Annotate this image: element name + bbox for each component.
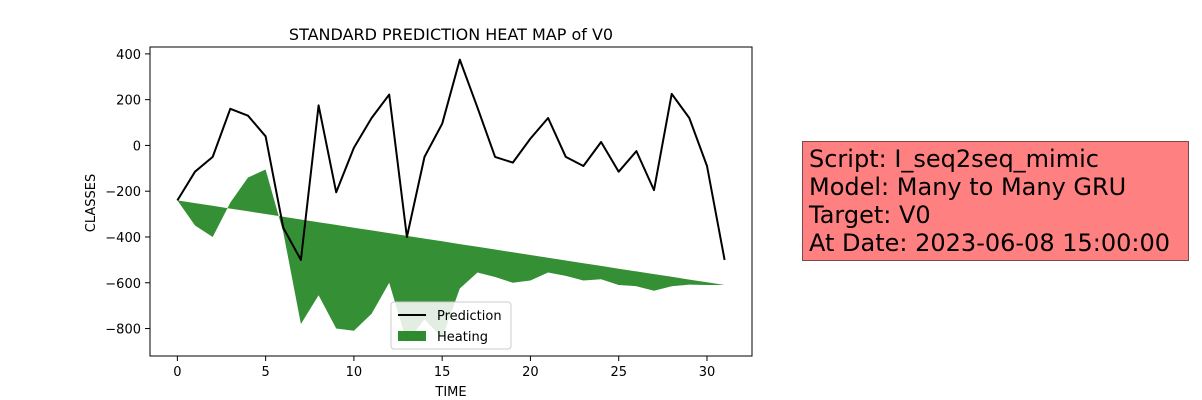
y-tick-label: −400 bbox=[105, 231, 141, 246]
x-tick-label: 30 bbox=[699, 365, 716, 380]
y-tick-label: −800 bbox=[105, 323, 141, 338]
legend-heating-label: Heating bbox=[437, 330, 488, 345]
heating-area bbox=[177, 169, 725, 343]
prediction-line bbox=[176, 58, 726, 261]
legend-heating-swatch bbox=[398, 331, 426, 341]
info-box: Script: I_seq2seq_mimic Model: Many to M… bbox=[802, 141, 1189, 261]
y-tick-label: −200 bbox=[105, 185, 141, 200]
y-axis-label: CLASSES bbox=[84, 174, 99, 232]
info-date: At Date: 2023-06-08 15:00:00 bbox=[809, 229, 1171, 257]
y-tick-label: 200 bbox=[116, 94, 141, 109]
info-model: Model: Many to Many GRU bbox=[809, 173, 1127, 201]
x-axis-label: TIME bbox=[434, 385, 466, 400]
info-script: Script: I_seq2seq_mimic bbox=[809, 145, 1099, 173]
info-target: Target: V0 bbox=[809, 201, 931, 229]
y-tick-label: 400 bbox=[116, 48, 141, 63]
legend-prediction-label: Prediction bbox=[437, 309, 502, 324]
x-tick-label: 25 bbox=[610, 365, 627, 380]
y-tick-label: −600 bbox=[105, 277, 141, 292]
legend: Prediction Heating bbox=[390, 301, 512, 350]
chart-title: STANDARD PREDICTION HEAT MAP of V0 bbox=[289, 25, 613, 44]
x-tick-label: 0 bbox=[173, 365, 181, 380]
x-tick-label: 15 bbox=[434, 365, 451, 380]
x-tick-label: 20 bbox=[522, 365, 539, 380]
x-tick-label: 10 bbox=[346, 365, 363, 380]
plot-frame bbox=[149, 46, 753, 357]
x-tick-label: 5 bbox=[261, 365, 269, 380]
y-tick-label: 0 bbox=[133, 139, 141, 154]
